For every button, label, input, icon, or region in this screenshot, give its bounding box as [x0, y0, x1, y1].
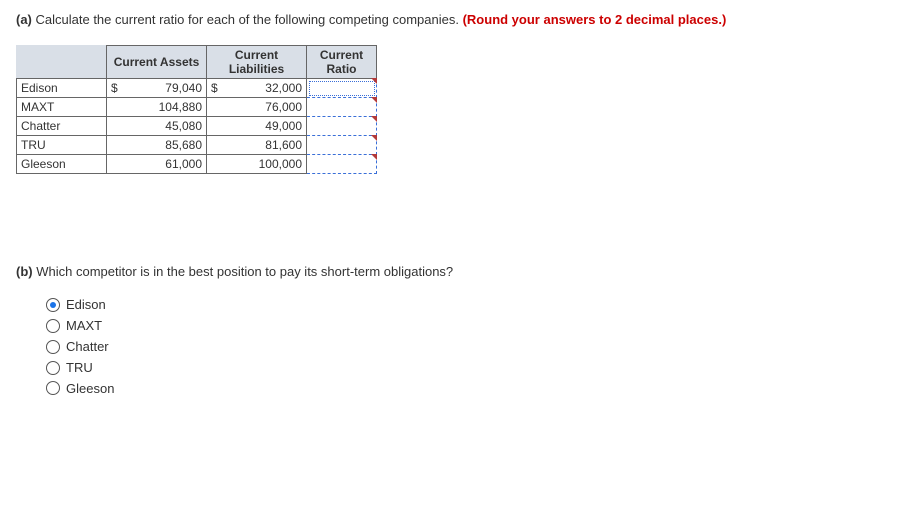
assets-cell: 61,000: [107, 155, 207, 174]
table-row: TRU85,68081,600: [17, 136, 377, 155]
ratio-input[interactable]: [307, 117, 377, 136]
radio-option[interactable]: MAXT: [46, 318, 881, 333]
liabilities-cell: 49,000: [207, 117, 307, 136]
radio-group: Edison MAXT Chatter TRU Gleeson: [46, 297, 881, 395]
company-name: Chatter: [17, 117, 107, 136]
company-name: Gleeson: [17, 155, 107, 174]
liabilities-cell: 81,600: [207, 136, 307, 155]
part-a-text: Calculate the current ratio for each of …: [36, 12, 459, 27]
company-name: TRU: [17, 136, 107, 155]
assets-cell: 45,080: [107, 117, 207, 136]
header-ratio: Current Ratio: [307, 46, 377, 79]
radio-button[interactable]: [46, 381, 60, 395]
radio-button[interactable]: [46, 361, 60, 375]
radio-label: MAXT: [66, 318, 102, 333]
table-row: Chatter45,08049,000: [17, 117, 377, 136]
header-assets: Current Assets: [107, 46, 207, 79]
assets-cell: $79,040: [107, 79, 207, 98]
liabilities-cell: 100,000: [207, 155, 307, 174]
radio-label: TRU: [66, 360, 93, 375]
radio-button[interactable]: [46, 340, 60, 354]
part-b-text: Which competitor is in the best position…: [36, 264, 453, 279]
ratio-input[interactable]: [307, 79, 377, 98]
header-blank: [17, 46, 107, 79]
radio-label: Chatter: [66, 339, 109, 354]
radio-label: Edison: [66, 297, 106, 312]
assets-cell: 104,880: [107, 98, 207, 117]
assets-cell: 85,680: [107, 136, 207, 155]
radio-option[interactable]: Chatter: [46, 339, 881, 354]
part-b-label: (b): [16, 264, 33, 279]
radio-option[interactable]: Edison: [46, 297, 881, 312]
ratio-table: Current Assets Current Liabilities Curre…: [16, 45, 377, 174]
part-a-note: (Round your answers to 2 decimal places.…: [463, 12, 727, 27]
radio-label: Gleeson: [66, 381, 114, 395]
header-liab: Current Liabilities: [207, 46, 307, 79]
table-row: Gleeson61,000100,000: [17, 155, 377, 174]
company-name: Edison: [17, 79, 107, 98]
ratio-input[interactable]: [307, 98, 377, 117]
table-row: Edison$79,040$32,000: [17, 79, 377, 98]
liabilities-cell: $32,000: [207, 79, 307, 98]
part-a-label: (a): [16, 12, 32, 27]
liabilities-cell: 76,000: [207, 98, 307, 117]
radio-option[interactable]: TRU: [46, 360, 881, 375]
part-b-prompt: (b) Which competitor is in the best posi…: [16, 264, 881, 279]
radio-button[interactable]: [46, 319, 60, 333]
ratio-input[interactable]: [307, 136, 377, 155]
table-row: MAXT104,88076,000: [17, 98, 377, 117]
ratio-input[interactable]: [307, 155, 377, 174]
part-a-prompt: (a) Calculate the current ratio for each…: [16, 12, 881, 27]
company-name: MAXT: [17, 98, 107, 117]
radio-button[interactable]: [46, 298, 60, 312]
radio-option[interactable]: Gleeson: [46, 381, 881, 395]
